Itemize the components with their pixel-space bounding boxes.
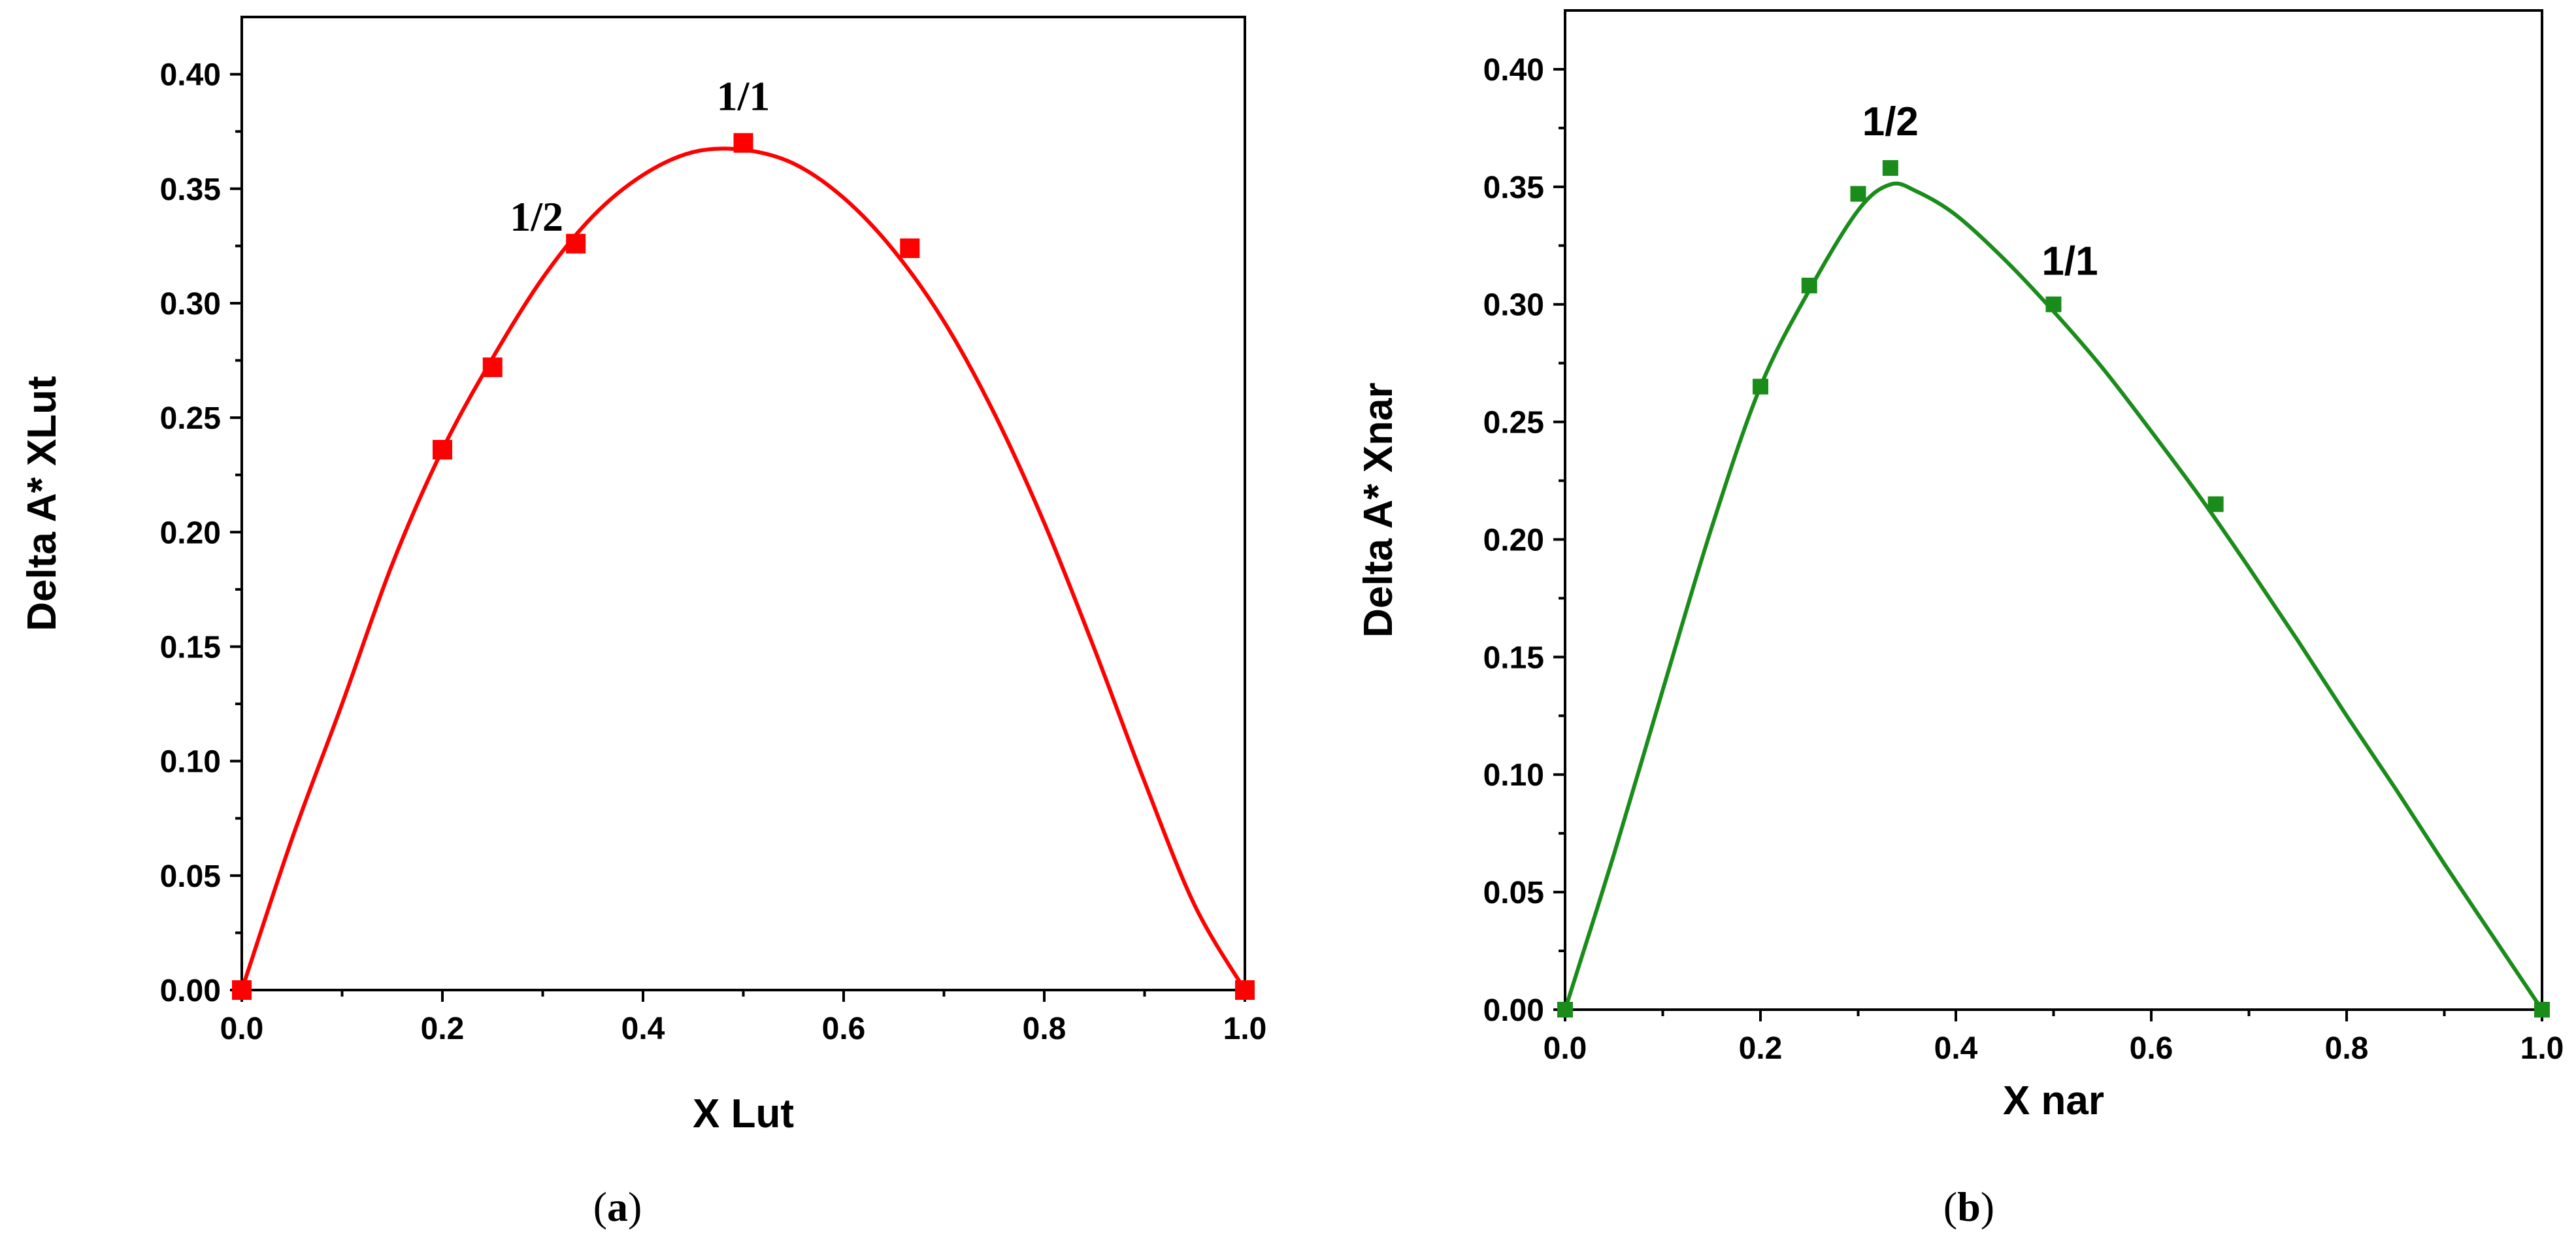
y-axis-title-a: Delta A* XLut bbox=[20, 376, 65, 631]
data-point bbox=[433, 440, 452, 460]
chart-panel-b: 0.0 0.2 0.4 0.6 0.8 1.0 0.00 0.05 0.10 0.15 0.20 0.… bbox=[1356, 9, 2564, 1230]
x-tick-label: 0.6 bbox=[822, 1012, 866, 1046]
y-tick-label: 0.30 bbox=[1483, 288, 1544, 323]
x-tick-label: 0.8 bbox=[2325, 1031, 2369, 1066]
x-tick-label: 0.4 bbox=[621, 1012, 665, 1046]
data-point bbox=[900, 238, 920, 258]
x-tick-label: 0.0 bbox=[1544, 1031, 1587, 1066]
x-tick-label: 0.2 bbox=[421, 1012, 465, 1046]
axis-ticks-b: 0.0 0.2 0.4 0.6 0.8 1.0 0.00 0.05 0.10 0.15 0.20 0.… bbox=[1483, 53, 2564, 1066]
y-tick-label: 0.40 bbox=[1483, 53, 1544, 88]
annotations-b: 1/2 1/1 bbox=[1862, 99, 2098, 284]
y-tick-label: 0.25 bbox=[160, 401, 221, 436]
y-tick-label: 0.40 bbox=[160, 58, 221, 93]
y-tick-label: 0.15 bbox=[1483, 640, 1544, 675]
data-point bbox=[1801, 277, 1817, 293]
y-tick-label: 0.10 bbox=[160, 745, 221, 780]
panel-caption-a: (a) bbox=[593, 1183, 642, 1230]
y-tick-label: 0.05 bbox=[1483, 876, 1544, 910]
x-tick-label: 0.6 bbox=[2130, 1031, 2173, 1066]
data-point bbox=[1235, 980, 1255, 1000]
y-tick-label: 0.35 bbox=[1483, 171, 1544, 205]
data-point bbox=[1850, 186, 1866, 202]
y-tick-label: 0.00 bbox=[1483, 993, 1544, 1028]
y-axis-title-b: Delta A* Xnar bbox=[1356, 382, 1401, 638]
point-annotation: 1/1 bbox=[717, 73, 770, 120]
axis-ticks-a: 0.0 0.2 0.4 0.6 0.8 1.0 0.00 0.05 0.10 0.15 0.20 0.… bbox=[160, 58, 1267, 1046]
data-points-b bbox=[1557, 160, 2550, 1018]
panel-caption-b: (b) bbox=[1943, 1183, 1994, 1230]
point-annotation: 1/1 bbox=[2041, 239, 2098, 284]
data-point bbox=[482, 357, 503, 378]
data-point bbox=[1882, 160, 1898, 176]
y-tick-label: 0.30 bbox=[160, 287, 221, 322]
x-tick-label: 0.8 bbox=[1023, 1012, 1066, 1046]
data-point bbox=[1753, 378, 1768, 395]
data-point bbox=[566, 233, 586, 254]
data-point bbox=[733, 133, 753, 153]
y-tick-label: 0.05 bbox=[160, 859, 221, 894]
y-tick-label: 0.10 bbox=[1483, 758, 1544, 793]
plot-frame-b bbox=[1564, 9, 2543, 1011]
x-tick-label: 0.4 bbox=[1934, 1031, 1978, 1066]
x-tick-label: 0.2 bbox=[1739, 1031, 1783, 1066]
x-tick-label: 0.0 bbox=[220, 1012, 264, 1046]
fit-line bbox=[240, 146, 1247, 991]
y-tick-label: 0.25 bbox=[1483, 406, 1544, 440]
plot-frame-a bbox=[240, 16, 1246, 991]
data-point bbox=[2534, 1002, 2550, 1018]
x-tick-label: 1.0 bbox=[1223, 1012, 1267, 1046]
panel-caption-letter-b: b bbox=[1957, 1183, 1981, 1230]
data-point bbox=[232, 980, 252, 1000]
y-tick-label: 0.15 bbox=[160, 630, 221, 665]
y-tick-label: 0.20 bbox=[1483, 523, 1544, 557]
y-tick-label: 0.35 bbox=[160, 173, 221, 207]
panel-caption-letter-a: a bbox=[607, 1183, 628, 1230]
fit-line bbox=[1563, 181, 2544, 1011]
data-point bbox=[1557, 1002, 1573, 1018]
fit-curve-b bbox=[1563, 181, 2544, 1011]
annotations-a: 1/2 1/1 bbox=[510, 73, 770, 240]
data-point bbox=[2045, 296, 2062, 312]
chart-panel-a: 0.0 0.2 0.4 0.6 0.8 1.0 0.00 0.05 0.10 0.15 0.20 0.… bbox=[20, 16, 1267, 1230]
x-axis-title-b: X nar bbox=[2003, 1078, 2104, 1123]
data-points-a bbox=[232, 133, 1255, 1000]
point-annotation: 1/2 bbox=[1862, 99, 1919, 144]
fit-curve-a bbox=[240, 146, 1247, 991]
y-tick-label: 0.00 bbox=[160, 974, 221, 1008]
y-tick-label: 0.20 bbox=[160, 516, 221, 550]
x-tick-label: 1.0 bbox=[2520, 1031, 2564, 1066]
data-point bbox=[2207, 496, 2224, 512]
point-annotation: 1/2 bbox=[510, 193, 563, 240]
x-axis-title-a: X Lut bbox=[693, 1091, 794, 1136]
